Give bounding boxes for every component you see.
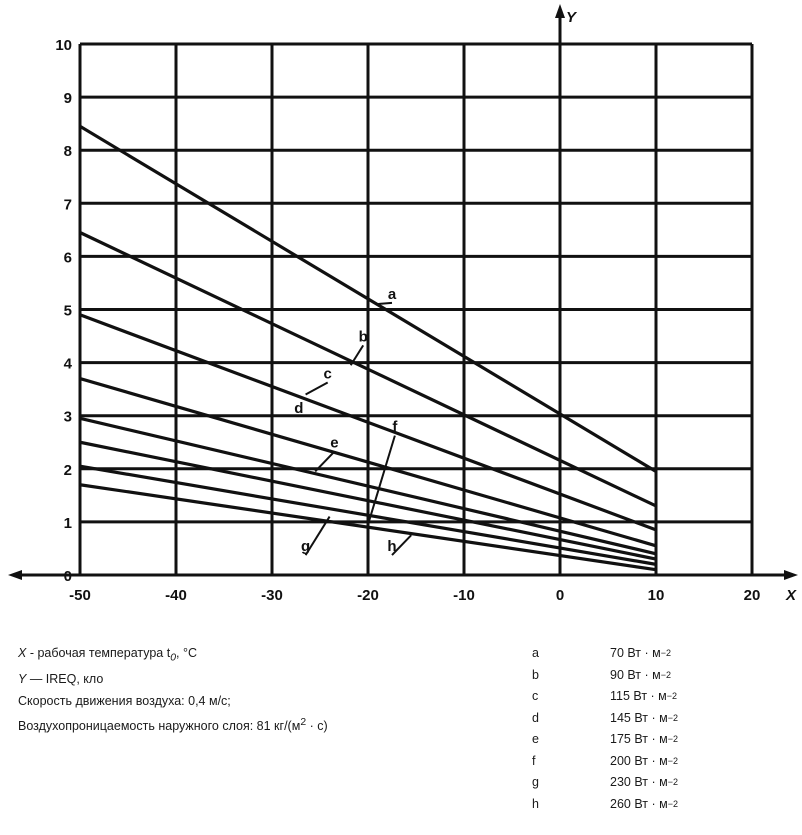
series-leader-h xyxy=(391,534,412,556)
y-tick-label-8: 8 xyxy=(64,143,72,160)
series-leader-a xyxy=(375,301,393,306)
series-leader-f xyxy=(367,435,396,525)
y-tick-label-7: 7 xyxy=(64,196,72,213)
y-tick-label-0: 0 xyxy=(64,568,72,585)
series-line-c xyxy=(79,313,657,532)
x-tick-label-3: -20 xyxy=(357,587,379,604)
y-tick-label-6: 6 xyxy=(64,249,72,266)
x-tick-label-1: -40 xyxy=(165,587,187,604)
series-label-b: b xyxy=(359,328,368,345)
series-leader-g xyxy=(304,516,331,556)
x-tick-label-2: -30 xyxy=(261,587,283,604)
y-tick-label-1: 1 xyxy=(64,515,72,532)
y-tick-label-9: 9 xyxy=(64,90,72,107)
x-axis-name: X xyxy=(785,587,797,604)
x-axis-arrow-left xyxy=(8,570,22,580)
series-line-b xyxy=(79,231,657,508)
series-label-d: d xyxy=(294,400,303,417)
series-label-h: h xyxy=(387,538,396,555)
series-line-g xyxy=(79,464,657,566)
series-label-a: a xyxy=(388,286,397,303)
series-leader-e xyxy=(314,450,336,473)
x-tick-label-0: -50 xyxy=(69,587,91,604)
legend-row-h: h 260 Вт · м −2 xyxy=(532,796,678,811)
x-tick-label-5: 0 xyxy=(556,587,564,604)
legend-row-c: c 115 Вт · м −2 xyxy=(532,689,678,703)
legend-row-e: e 175 Вт · м −2 xyxy=(532,732,678,746)
series-line-a xyxy=(79,124,657,473)
y-axis-arrow xyxy=(555,4,565,18)
y-tick-label-10: 10 xyxy=(55,37,72,54)
x-tick-label-4: -10 xyxy=(453,587,475,604)
series-leader-c xyxy=(305,381,329,396)
series-label-g: g xyxy=(301,538,310,555)
x-tick-label-6: 10 xyxy=(648,587,665,604)
y-tick-label-3: 3 xyxy=(64,409,72,426)
legend-row-d: d 145 Вт · м −2 xyxy=(532,710,678,725)
series-line-e xyxy=(79,416,657,556)
y-tick-label-5: 5 xyxy=(64,303,72,320)
series-label-e: e xyxy=(330,435,338,452)
legend-left: X - рабочая температура t0, °C Y — IREQ,… xyxy=(18,643,328,738)
series-leader-b xyxy=(349,344,365,366)
series-label-c: c xyxy=(324,366,332,383)
x-tick-label-7: 20 xyxy=(744,587,761,604)
y-tick-label-2: 2 xyxy=(64,462,72,479)
legend-air-speed: Скорость движения воздуха: 0,4 м/с; xyxy=(18,693,231,708)
y-tick-label-4: 4 xyxy=(64,356,73,373)
legend-row-a: a 70 Вт · м −2 xyxy=(532,646,671,660)
legend-row-b: b 90 Вт · м −2 xyxy=(532,667,671,682)
series-line-f xyxy=(79,440,657,561)
legend-row-g: g 230 Вт · м −2 xyxy=(532,775,678,789)
legend-permeability: Воздухопроницаемость наружного слоя: 81 … xyxy=(18,717,328,734)
legend-x-line: X - рабочая температура t0, °C xyxy=(18,646,197,664)
legend-right: a 70 Вт · м −2 b 90 Вт · м −2 c 115 Вт · м −2 … xyxy=(532,643,678,815)
legend-row-f: f 200 Вт · м −2 xyxy=(532,753,678,768)
chart: -50 -40 -30 -20 -10 0 10 20 0 1 2 3 4 5 6 7 8 9 10 X Ya b c d e f… xyxy=(8,4,798,604)
series-line-h xyxy=(79,483,657,572)
series-label-f: f xyxy=(392,419,398,436)
legend-y-line: Y — IREQ, кло xyxy=(18,672,104,686)
y-axis-name: Y xyxy=(566,9,578,26)
x-axis-arrow-right xyxy=(784,570,798,580)
series-line-d xyxy=(79,376,657,548)
